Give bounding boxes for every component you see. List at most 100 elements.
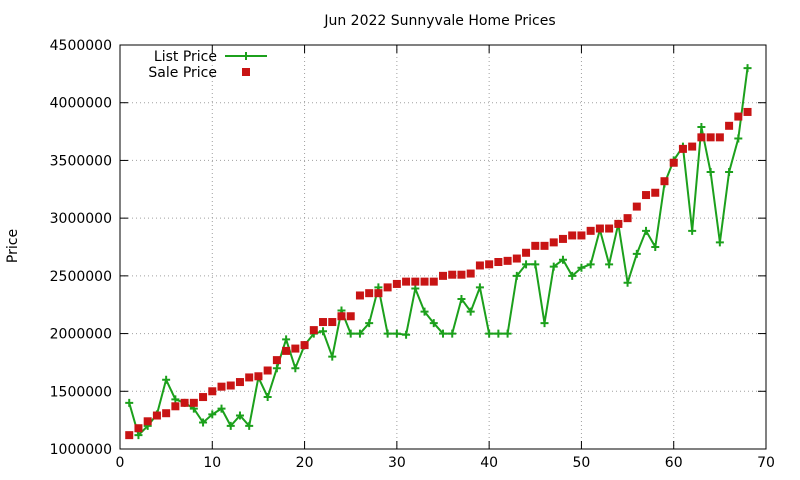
x-tick-label: 30 <box>388 455 406 471</box>
sale-price-point <box>319 318 328 327</box>
list-price-point <box>577 263 586 272</box>
sale-price-point <box>171 402 180 411</box>
list-price-point <box>402 330 411 339</box>
sale-price-point <box>143 417 152 426</box>
list-price-point <box>235 411 244 420</box>
sale-price-point <box>595 224 604 233</box>
list-price-point <box>531 260 540 269</box>
sale-price-point <box>245 373 254 382</box>
list-price-point <box>125 398 134 407</box>
sale-price-point <box>272 356 281 365</box>
sale-price-point <box>337 312 346 321</box>
x-tick-label: 0 <box>116 455 125 471</box>
sale-price-point <box>531 241 540 250</box>
list-price-point <box>540 319 549 328</box>
list-price-point <box>743 64 752 73</box>
sale-price-point <box>328 318 337 327</box>
y-axis-label: Price <box>5 229 21 263</box>
legend-label-list-price: List Price <box>154 49 217 65</box>
sale-price-point <box>152 411 161 420</box>
y-tick-label: 2000000 <box>50 327 112 343</box>
sale-price-point <box>226 381 235 390</box>
sale-price-point <box>439 271 447 280</box>
legend-label-sale-price: Sale Price <box>148 65 217 81</box>
list-price-point <box>586 260 595 269</box>
sale-price-point <box>365 289 374 298</box>
list-price-line <box>128 67 749 438</box>
list-price-point <box>263 393 272 402</box>
sale-price-point <box>475 261 484 270</box>
list-price-point <box>365 319 374 328</box>
list-price-point <box>226 421 235 430</box>
list-price-point <box>245 421 254 430</box>
x-tick-label: 70 <box>757 455 775 471</box>
sale-price-point <box>374 289 383 298</box>
x-tick-label: 20 <box>296 455 314 471</box>
x-tick-label: 10 <box>203 455 221 471</box>
list-price-point <box>466 307 475 316</box>
sale-price-point <box>688 142 697 151</box>
sale-price-point <box>134 424 143 433</box>
sale-price-point <box>715 133 724 142</box>
legend: List Price Sale Price <box>148 49 267 81</box>
grid-lines <box>120 45 766 449</box>
sale-price-point <box>632 202 641 211</box>
list-price-point <box>439 329 447 338</box>
y-tick-label: 3000000 <box>50 211 112 227</box>
list-price-point <box>272 364 281 373</box>
list-price-point <box>485 329 494 338</box>
sale-price-point <box>725 121 734 130</box>
sale-price-point <box>282 346 291 355</box>
sale-price-point <box>448 270 457 279</box>
sale-price-point <box>392 279 401 288</box>
sale-price-point <box>697 133 706 142</box>
sale-price-point <box>162 409 171 418</box>
sale-price-point <box>549 238 558 247</box>
list-price-point <box>632 249 641 258</box>
list-price-point <box>706 167 715 176</box>
list-price-point <box>411 284 420 293</box>
sale-price-point <box>402 277 411 286</box>
list-price-point <box>328 352 337 361</box>
series-marks <box>125 64 752 440</box>
sale-price-point <box>512 254 521 263</box>
sale-price-point <box>125 431 134 440</box>
list-price-point <box>475 283 484 292</box>
sale-price-point <box>586 226 595 235</box>
sale-price-point <box>577 231 586 240</box>
sale-price-point <box>540 241 549 250</box>
sale-price-point <box>457 270 466 279</box>
sale-price-point <box>651 188 660 197</box>
sale-price-point <box>660 177 669 186</box>
sale-price-point <box>291 344 300 353</box>
sale-price-point <box>355 291 364 300</box>
sale-price-point <box>346 312 355 321</box>
sale-price-point <box>706 133 715 142</box>
sale-price-point <box>235 378 244 387</box>
list-price-point <box>217 404 226 413</box>
list-price-point <box>171 395 180 404</box>
sale-price-point <box>300 341 309 350</box>
y-tick-label: 2500000 <box>50 269 112 285</box>
list-price-point <box>642 226 651 235</box>
list-price-point <box>291 364 300 373</box>
list-price-point <box>355 329 364 338</box>
list-price-point <box>568 271 577 280</box>
list-price-point <box>725 167 734 176</box>
list-price-point <box>208 410 217 419</box>
list-price-point <box>199 418 208 427</box>
list-price-point <box>346 329 355 338</box>
list-price-point <box>549 262 558 271</box>
y-tick-label: 4500000 <box>50 38 112 54</box>
list-price-point <box>420 307 429 316</box>
legend-swatch-sale-price <box>242 68 250 76</box>
sale-price-point <box>420 277 429 286</box>
x-tick-label: 40 <box>480 455 498 471</box>
list-price-point <box>319 327 328 336</box>
sale-price-point <box>623 214 632 223</box>
list-price-point <box>429 319 438 328</box>
y-tick-label: 1500000 <box>50 384 112 400</box>
sale-price-point <box>522 248 531 257</box>
